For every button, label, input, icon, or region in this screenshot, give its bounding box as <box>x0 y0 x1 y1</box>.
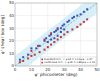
point <box>80 13 82 15</box>
x-tick-label: 0 <box>14 67 17 72</box>
confidence-band <box>15 3 97 66</box>
x-tick-label: 30 <box>62 67 68 72</box>
legend-label: Carbonate (n=...): φ'sb = 0.89φ'φ + 1.20 <box>44 61 96 64</box>
point <box>57 27 59 29</box>
point <box>53 37 55 39</box>
point <box>44 39 46 41</box>
y-tick-label: 30 <box>9 26 15 31</box>
x-tick-label: 10 <box>29 67 35 72</box>
point <box>86 18 88 20</box>
y-tick-label: 40 <box>9 13 15 18</box>
legend: Standard (n=...): φ'sb = 1.02φ'φ - 0.37C… <box>41 57 96 65</box>
point <box>35 47 37 49</box>
point <box>57 35 59 37</box>
point <box>22 56 24 58</box>
x-axis-label: φ' phicometer (deg) <box>35 72 78 77</box>
point <box>50 39 52 41</box>
x-tick-label: 50 <box>94 67 100 72</box>
point <box>83 21 85 23</box>
point <box>37 45 39 47</box>
point <box>44 49 46 51</box>
y-tick-label: 10 <box>9 51 15 56</box>
identity-line <box>15 3 97 66</box>
point <box>27 54 29 56</box>
point <box>53 41 55 43</box>
point <box>22 60 24 62</box>
point <box>83 11 85 13</box>
point <box>76 15 78 17</box>
point <box>63 34 65 36</box>
point <box>73 16 75 18</box>
point <box>34 54 36 56</box>
point <box>68 20 70 22</box>
point <box>76 26 78 28</box>
legend-swatch <box>41 62 43 64</box>
point <box>50 32 52 34</box>
point <box>30 50 32 52</box>
y-tick-label: 50 <box>9 0 15 5</box>
point <box>66 31 68 33</box>
chart: 0 10 20 30 40 50 0 10 20 30 40 50 φ' phicometer (deg… <box>0 0 100 81</box>
point <box>86 8 88 10</box>
point <box>19 61 21 63</box>
point <box>47 41 49 43</box>
grid-line <box>64 3 65 66</box>
point <box>57 39 59 41</box>
point <box>39 51 41 53</box>
grid-line <box>31 3 32 66</box>
plot-area <box>15 3 97 66</box>
point <box>47 46 49 48</box>
x-tick-label: 20 <box>45 67 51 72</box>
x-tick-label: 40 <box>78 67 84 72</box>
point <box>63 28 65 30</box>
point <box>60 31 62 33</box>
point <box>19 59 21 61</box>
point <box>80 23 82 25</box>
point <box>63 23 65 25</box>
point <box>30 47 32 49</box>
y-axis-label: φ' shear box (deg) <box>0 15 5 55</box>
point <box>60 27 62 29</box>
y-tick-label: 20 <box>9 38 15 43</box>
plot-frame <box>15 3 97 66</box>
point <box>60 36 62 38</box>
point <box>27 57 29 59</box>
point <box>50 44 52 46</box>
legend-swatch <box>41 59 43 61</box>
y-tick-label: 0 <box>11 63 14 68</box>
point <box>71 28 73 30</box>
legend-frame <box>41 57 96 65</box>
point <box>30 55 32 57</box>
